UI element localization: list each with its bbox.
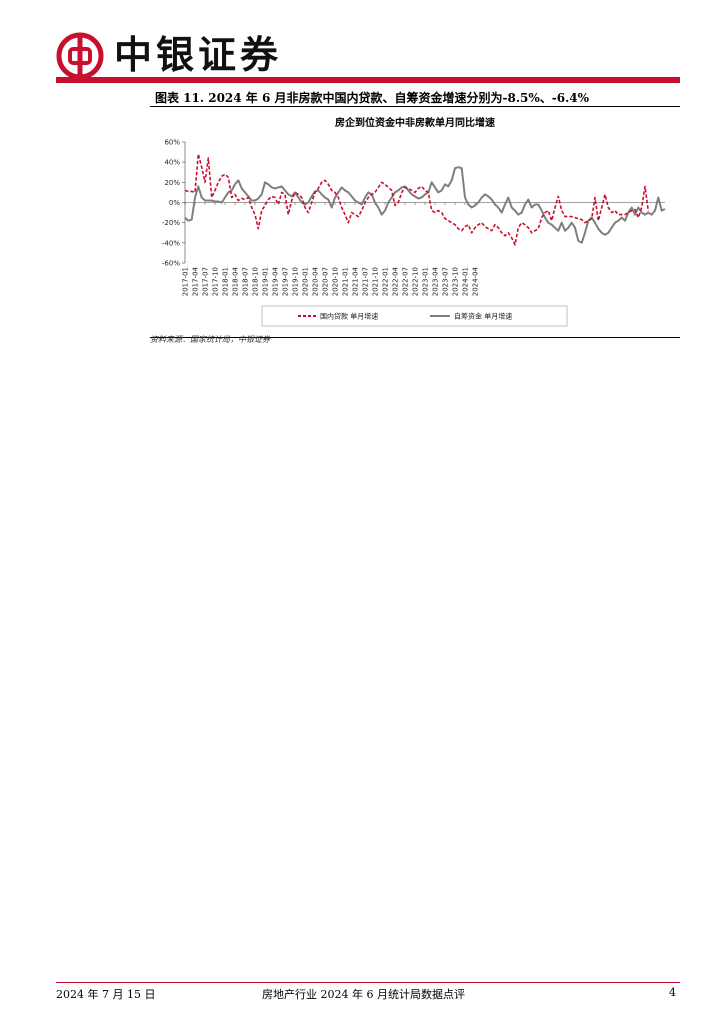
x-tick-label: 2019-04: [272, 266, 280, 296]
x-tick-label: 2017-01: [182, 267, 190, 296]
x-tick-label: 2018-04: [232, 266, 240, 296]
x-tick-label: 2017-04: [192, 266, 200, 296]
x-tick-label: 2018-01: [222, 267, 230, 296]
x-tick-label: 2019-10: [292, 267, 300, 296]
x-axis: 2017-01 2017-04 2017-07 2017-10 2018-01 2018-…: [182, 202, 665, 296]
y-tick-label: 60%: [164, 139, 180, 147]
x-tick-label: 2023-10: [452, 267, 460, 296]
x-tick-label: 2021-04: [352, 266, 360, 296]
chart-legend: 国内贷款 单月增速 自筹资金 单月增速: [261, 305, 568, 327]
figure-bottom-rule: [150, 337, 680, 338]
x-tick-label: 2024-01: [462, 267, 470, 296]
source-note: 资料来源：国家统计局，中银证券: [150, 335, 270, 344]
line-chart: 房企到位资金中非房款单月同比增速 60% 40% 20% 0% -20% -40% -60%…: [162, 116, 666, 327]
footer-date: 2024 年 7 月 15 日: [56, 988, 156, 1001]
x-tick-label: 2022-07: [402, 267, 410, 296]
figure-top-rule: [150, 106, 680, 107]
x-tick-label: 2017-07: [202, 267, 210, 296]
y-tick-label: -40%: [162, 239, 180, 247]
chart-title: 房企到位资金中非房款单月同比增速: [335, 116, 495, 129]
x-tick-label: 2022-01: [382, 267, 390, 296]
y-tick-label: 0%: [169, 199, 180, 207]
footer-rule: [56, 982, 680, 983]
header-red-bar: [56, 77, 680, 83]
bank-of-china-logo-icon: [56, 32, 104, 80]
x-tick-label: 2021-07: [362, 267, 370, 296]
legend-label-loans: 国内贷款 单月增速: [320, 312, 378, 321]
x-tick-label: 2020-01: [302, 267, 310, 296]
y-tick-label: -20%: [162, 219, 180, 227]
x-tick-label: 2023-07: [442, 267, 450, 296]
x-tick-label: 2019-01: [262, 267, 270, 296]
x-tick-label: 2020-04: [312, 266, 320, 296]
series-line-domestic-loans: [184, 153, 650, 246]
y-tick-label: -60%: [162, 260, 180, 268]
x-tick-label: 2020-10: [332, 267, 340, 296]
x-tick-label: 2024-04: [472, 266, 480, 296]
x-tick-label: 2018-10: [252, 267, 260, 296]
x-tick-label: 2018-07: [242, 267, 250, 296]
figure-title: 图表 11. 2024 年 6 月非房款中国内贷款、自筹资金增速分别为-8.5%…: [155, 91, 590, 105]
series-lines: [184, 153, 666, 246]
page-number: 4: [669, 986, 676, 999]
x-tick-label: 2017-10: [212, 267, 220, 296]
x-tick-label: 2021-10: [372, 267, 380, 296]
legend-label-selffund: 自筹资金 单月增速: [454, 312, 512, 321]
x-tick-label: 2023-01: [422, 267, 430, 296]
x-tick-label: 2023-04: [432, 266, 440, 296]
x-tick-label: 2022-10: [412, 267, 420, 296]
x-tick-label: 2021-01: [342, 267, 350, 296]
footer-title: 房地产行业 2024 年 6 月统计局数据点评: [262, 988, 465, 1001]
brand-name: 中银证券: [114, 33, 283, 77]
y-tick-label: 20%: [164, 179, 180, 187]
x-tick-label: 2020-07: [322, 267, 330, 296]
legend-frame: [261, 305, 568, 327]
y-axis: 60% 40% 20% 0% -20% -40% -60%: [162, 139, 186, 268]
report-header: 中银证券: [0, 0, 724, 90]
y-tick-label: 40%: [164, 159, 180, 167]
series-line-self-funding: [184, 166, 666, 244]
x-tick-label: 2019-07: [282, 267, 290, 296]
x-tick-label: 2022-04: [392, 266, 400, 296]
